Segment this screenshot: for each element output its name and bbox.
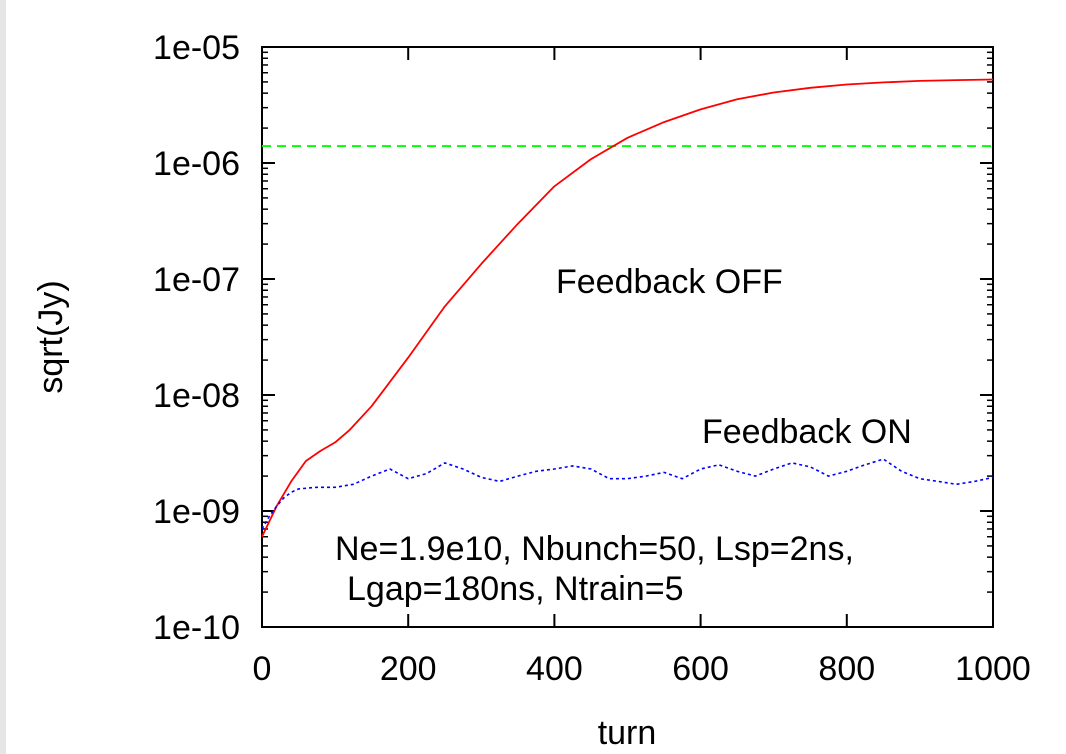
- annotation-feedback-off: Feedback OFF: [556, 263, 783, 301]
- y-tick-label: 1e-06: [153, 145, 240, 183]
- annotation-feedback-on: Feedback ON: [702, 413, 912, 451]
- y-tick-label: 1e-05: [153, 29, 240, 67]
- tick-marks: [261, 46, 994, 628]
- y-tick-label: 1e-08: [153, 377, 240, 415]
- x-tick-label: 1000: [955, 650, 1031, 688]
- y-tick-label: 1e-10: [153, 609, 240, 647]
- series-line-feedback-on: [261, 458, 994, 530]
- series-layer: [261, 78, 994, 538]
- x-tick-label: 200: [380, 650, 437, 688]
- series-line-feedback-off: [261, 78, 994, 538]
- x-tick-label: 800: [818, 650, 875, 688]
- y-axis-title: sqrt(Jy): [32, 280, 70, 393]
- y-tick-label: 1e-09: [153, 493, 240, 531]
- x-tick-label: 0: [253, 650, 272, 688]
- x-tick-label: 400: [526, 650, 583, 688]
- x-axis-title: turn: [598, 714, 657, 752]
- plot-frame: [261, 46, 994, 628]
- left-edge-strip: [0, 0, 6, 754]
- y-tick-label: 1e-07: [153, 261, 240, 299]
- annotation-params-line1: Ne=1.9e10, Nbunch=50, Lsp=2ns,: [335, 530, 854, 568]
- tick-labels: 0 200 400 600 800 1000 1e-10 1e-09 1e-08 1e-07 1e-…: [153, 29, 1031, 688]
- x-tick-label: 600: [672, 650, 729, 688]
- annotation-params-line2: Lgap=180ns, Ntrain=5: [347, 570, 683, 608]
